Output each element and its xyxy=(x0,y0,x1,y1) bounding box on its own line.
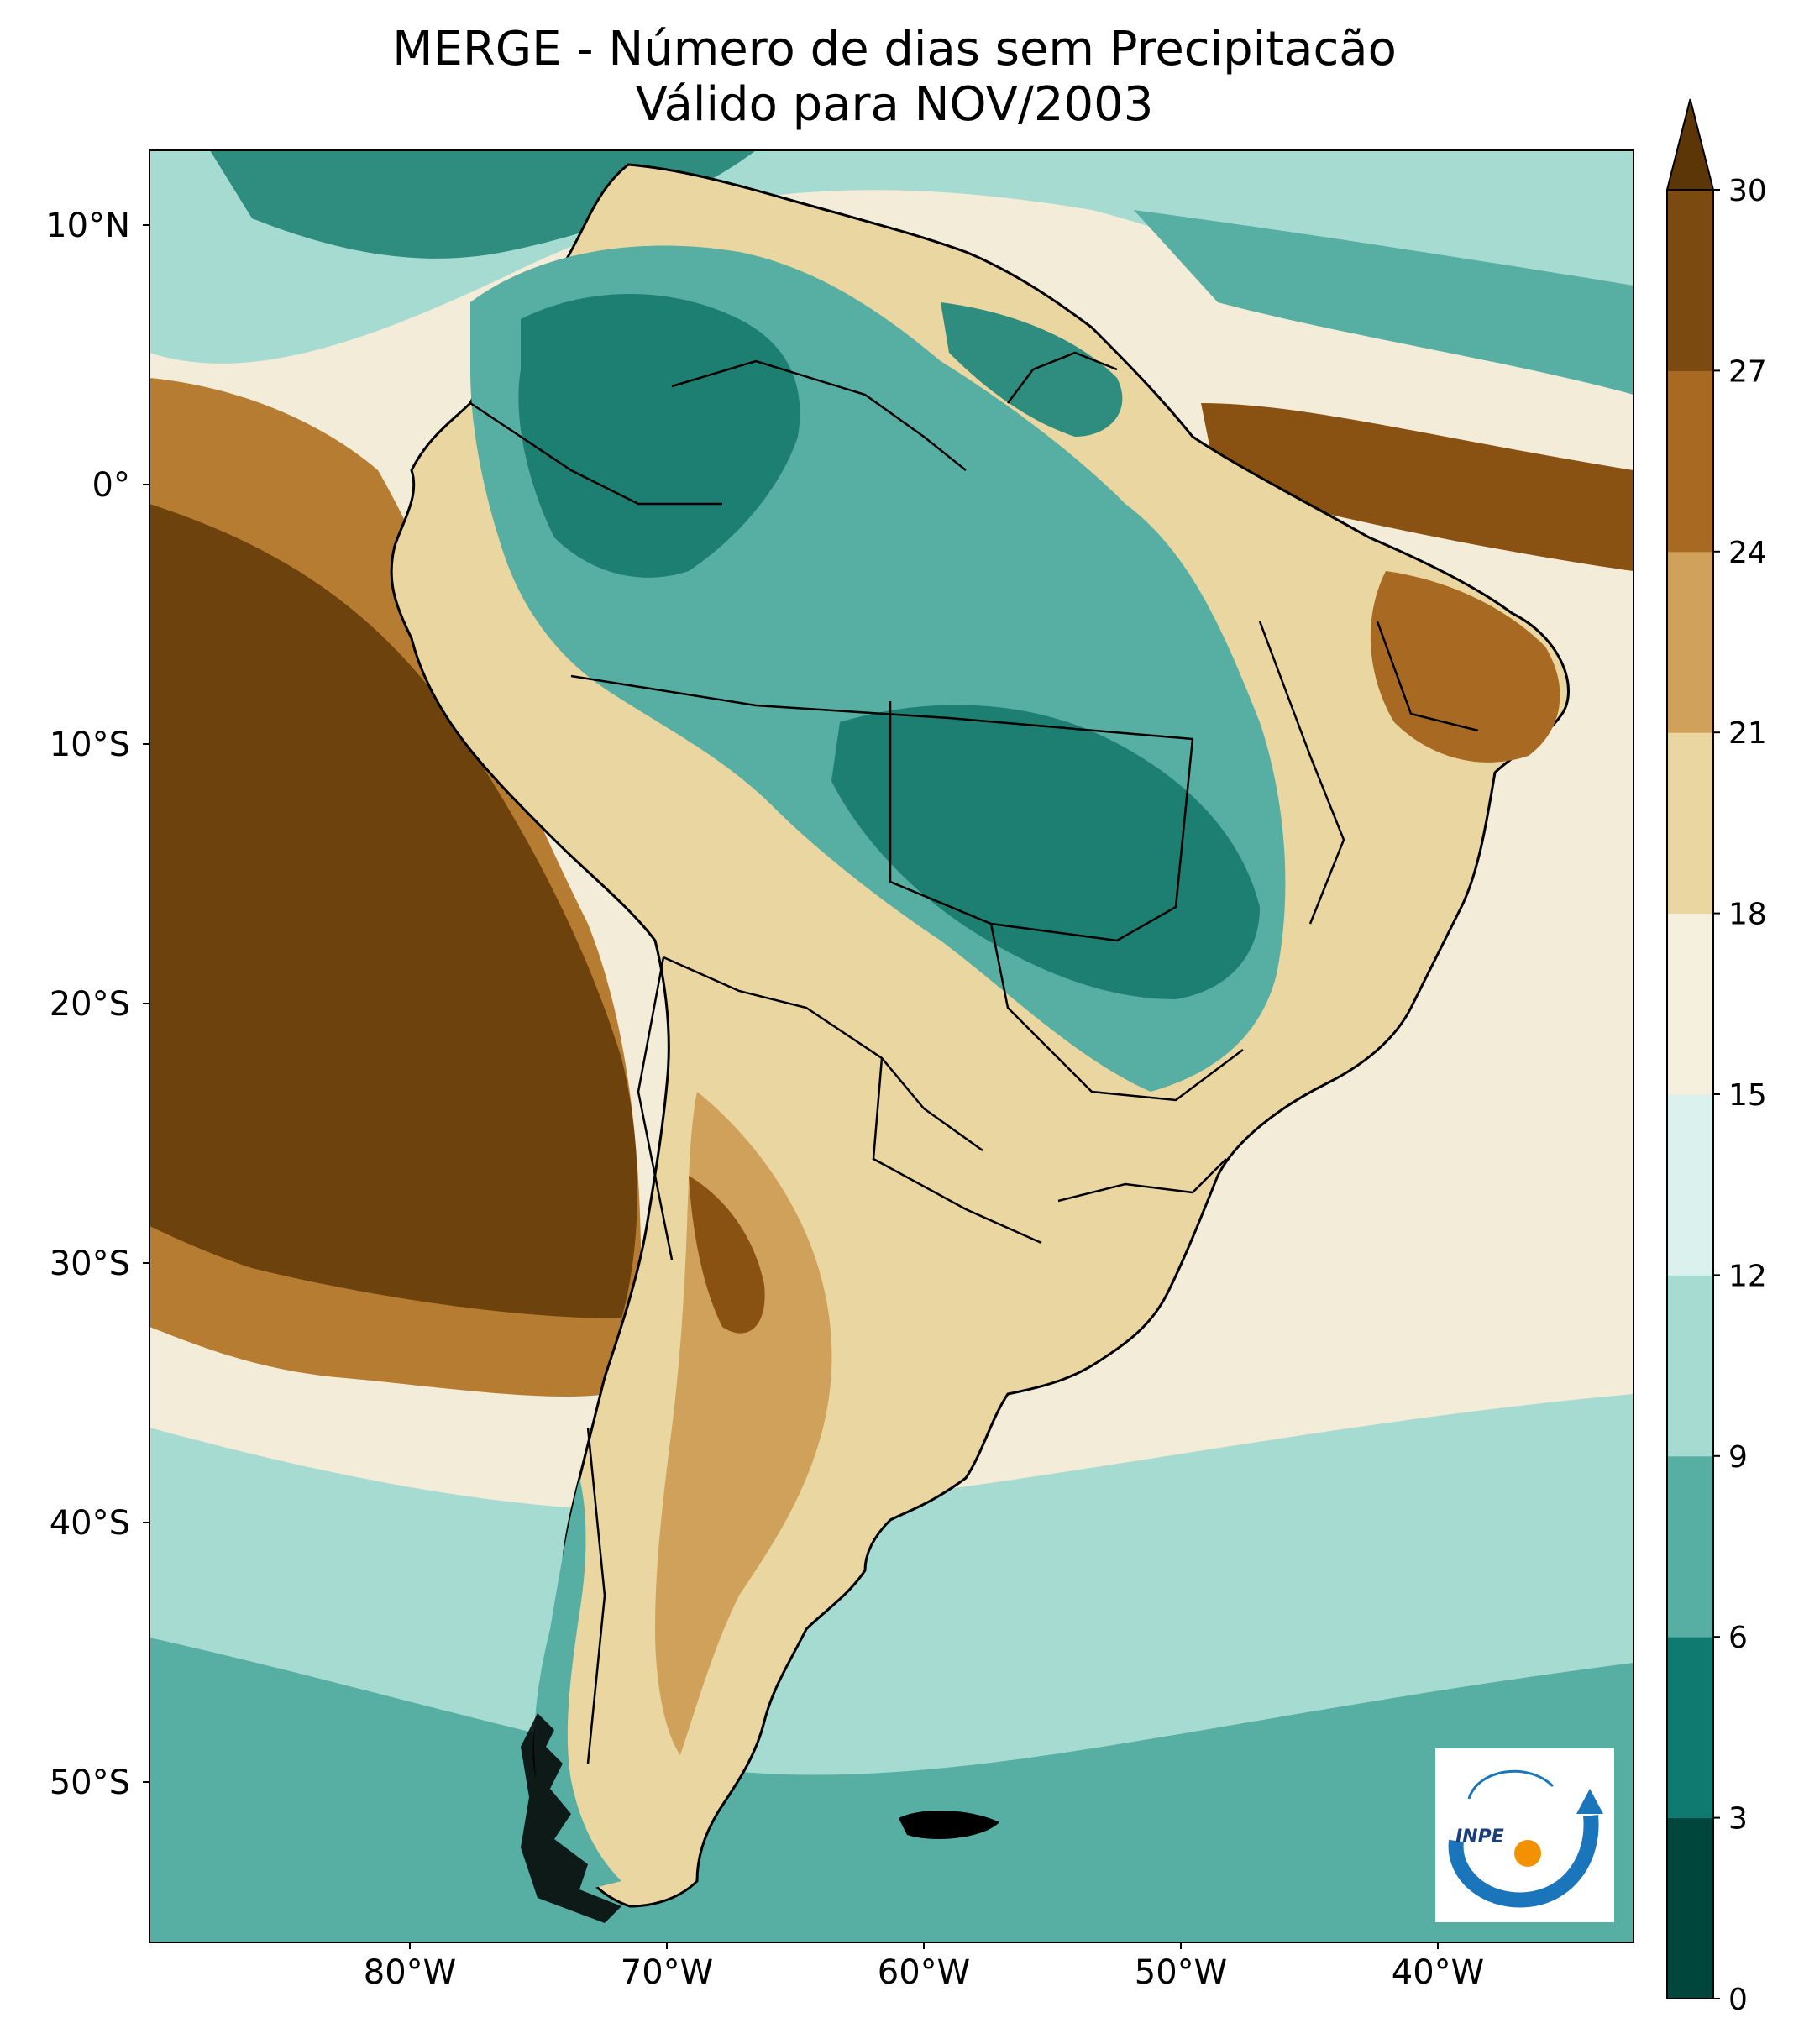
colorbar-segment xyxy=(1667,1637,1713,1819)
latitude-axis: 10°N 0° 10°S 20°S 30°S 40°S 50°S xyxy=(45,207,149,1802)
colorbar-tick-label: 6 xyxy=(1728,1621,1748,1655)
lon-tick-label: 80°W xyxy=(364,1953,456,1992)
longitude-axis: 80°W 70°W 60°W 50°W 40°W xyxy=(364,1942,1484,1992)
colorbar: 0 3 6 9 12 15 18 21 24 27 30 xyxy=(1665,98,1767,2017)
argentina-dry xyxy=(655,1092,832,1755)
logo-text: INPE xyxy=(1455,1826,1504,1847)
colorbar-segment xyxy=(1667,1094,1713,1276)
atlantic-wet-zone xyxy=(1134,210,1634,395)
chaco-dry-core xyxy=(689,1176,765,1334)
lat-tick-label: 10°S xyxy=(50,726,130,764)
colorbar-tick-label: 24 xyxy=(1728,536,1767,570)
colorbar-tick-label: 9 xyxy=(1728,1440,1748,1475)
map-area xyxy=(149,150,1634,1942)
colorbar-tick-label: 12 xyxy=(1728,1259,1767,1293)
lat-tick-label: 10°N xyxy=(45,207,130,245)
colorbar-tick-label: 21 xyxy=(1728,716,1767,751)
falkland-islands xyxy=(899,1810,999,1839)
logo-dot xyxy=(1514,1840,1541,1867)
lon-tick-label: 40°W xyxy=(1392,1953,1484,1992)
colorbar-segment xyxy=(1667,1817,1713,1999)
lat-tick-label: 30°S xyxy=(50,1245,130,1283)
amazon-core-wet xyxy=(518,294,800,578)
map-title-line1: MERGE - Número de dias sem Precipitacão xyxy=(392,22,1397,76)
map-title-line2: Válido para NOV/2003 xyxy=(635,77,1154,132)
colorbar-tick-label: 15 xyxy=(1728,1078,1767,1113)
atlantic-dry-streak xyxy=(1201,403,1634,571)
colorbar-tick-label: 27 xyxy=(1728,354,1767,389)
lon-tick-label: 50°W xyxy=(1135,1953,1227,1992)
central-brazil-wet xyxy=(831,705,1260,999)
colorbar-tick-label: 30 xyxy=(1728,174,1767,208)
map-frame xyxy=(149,149,1634,1943)
lat-tick-label: 40°S xyxy=(50,1504,130,1543)
colorbar-tick-label: 0 xyxy=(1728,1983,1748,2017)
colorbar-segment xyxy=(1667,1275,1713,1457)
chile-archipelago xyxy=(521,1713,621,1923)
colorbar-segment xyxy=(1667,1455,1713,1638)
colorbar-segment xyxy=(1667,190,1713,371)
logo-swoosh xyxy=(1448,1815,1599,1908)
lon-tick-label: 70°W xyxy=(621,1953,713,1992)
colorbar-segment xyxy=(1667,732,1713,915)
logo-arrow-head xyxy=(1576,1789,1603,1814)
colorbar-segment xyxy=(1667,913,1713,1095)
lon-tick-label: 60°W xyxy=(878,1953,970,1992)
lat-tick-label: 50°S xyxy=(50,1764,130,1802)
inpe-logo: INPE xyxy=(1435,1748,1614,1922)
lat-tick-label: 0° xyxy=(92,466,130,505)
colorbar-extend-arrow xyxy=(1665,98,1715,191)
pacific-dry-core xyxy=(149,504,637,1318)
guiana-wet xyxy=(941,302,1123,437)
country-borders xyxy=(469,351,1479,1764)
logo-thin-arc xyxy=(1467,1769,1555,1800)
colorbar-tick-label: 3 xyxy=(1728,1802,1748,1837)
colorbar-tick-label: 18 xyxy=(1728,898,1767,932)
colorbar-segment xyxy=(1667,551,1713,733)
south-wet-band xyxy=(149,1638,1634,1942)
chile-wet-strip xyxy=(533,1478,621,1889)
colorbar-segment xyxy=(1667,370,1713,553)
lat-tick-label: 20°S xyxy=(50,985,130,1024)
